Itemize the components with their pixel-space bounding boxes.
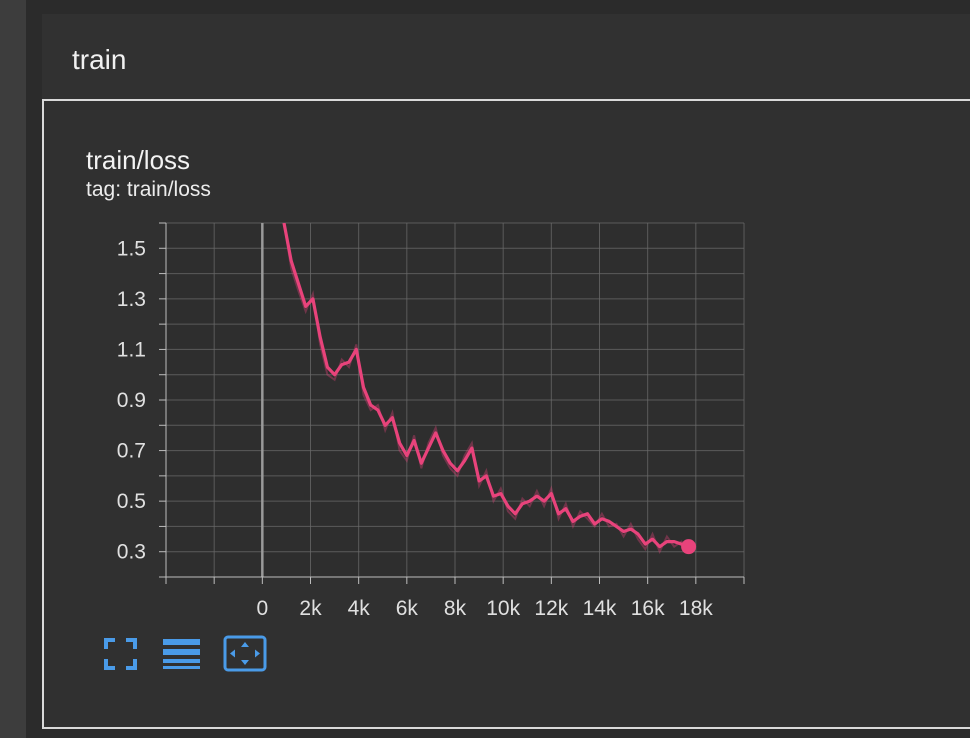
loss-chart[interactable]: 0.3 0.5 0.7 0.9 1.1 1.3 1.5 0 2k 4k 6k 8k 10k 12k 14k 1… <box>44 101 970 729</box>
data-table-icon <box>163 639 200 669</box>
y-tick-label: 1.1 <box>117 338 146 361</box>
y-tick-label: 0.7 <box>117 440 146 463</box>
x-tick-label: 2k <box>299 597 322 620</box>
y-tick-label: 0.5 <box>117 490 146 513</box>
y-tick-label: 0.9 <box>117 389 146 412</box>
left-sidebar-strip <box>0 0 26 738</box>
x-tick-label: 14k <box>583 597 617 620</box>
y-tick-label: 1.5 <box>117 237 146 260</box>
scalar-card: train/loss tag: train/loss 0.3 0.5 0.7 0.9 1… <box>42 101 970 729</box>
x-tick-label: 12k <box>534 597 568 620</box>
smoothed-loss-line <box>282 223 690 549</box>
y-tick-label: 0.3 <box>117 541 146 564</box>
run-group-header[interactable]: train <box>42 14 970 101</box>
card-tag: tag: train/loss <box>86 178 211 201</box>
x-tick-label: 0 <box>256 597 268 620</box>
fit-domain-icon <box>223 635 267 672</box>
card-title: train/loss <box>86 145 191 175</box>
x-tick-label: 16k <box>631 597 665 620</box>
x-tick-label: 4k <box>348 597 371 620</box>
x-tick-label: 6k <box>396 597 419 620</box>
group-title: train <box>72 44 127 75</box>
y-tick-label: 1.3 <box>117 288 146 311</box>
x-tick-label: 10k <box>486 597 520 620</box>
fullscreen-icon <box>104 638 137 670</box>
x-tick-label: 8k <box>444 597 467 620</box>
fit-domain-button[interactable] <box>222 635 267 673</box>
fullscreen-button[interactable] <box>98 635 142 673</box>
x-tick-label: 18k <box>679 597 713 620</box>
last-point-marker <box>681 539 697 555</box>
data-table-button[interactable] <box>158 635 202 673</box>
